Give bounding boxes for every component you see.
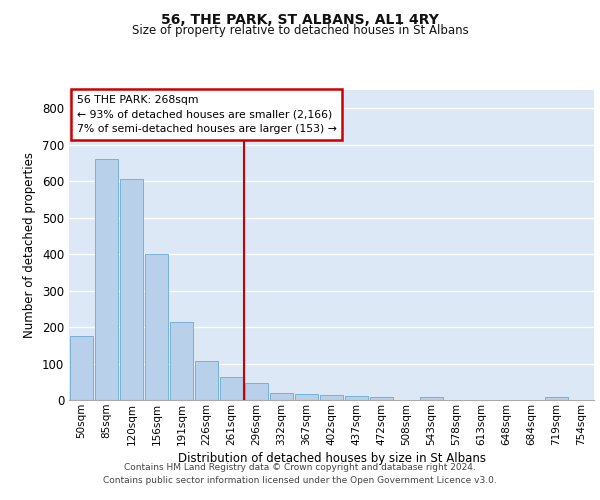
Bar — [370, 398, 393, 400]
Bar — [295, 394, 318, 400]
Bar — [245, 383, 268, 400]
Text: 56 THE PARK: 268sqm
← 93% of detached houses are smaller (2,166)
7% of semi-deta: 56 THE PARK: 268sqm ← 93% of detached ho… — [77, 94, 337, 134]
X-axis label: Distribution of detached houses by size in St Albans: Distribution of detached houses by size … — [178, 452, 485, 465]
Bar — [320, 394, 343, 400]
Bar — [170, 322, 193, 400]
Text: Size of property relative to detached houses in St Albans: Size of property relative to detached ho… — [131, 24, 469, 37]
Bar — [545, 398, 568, 400]
Bar — [195, 360, 218, 400]
Bar — [70, 336, 93, 400]
Text: Contains HM Land Registry data © Crown copyright and database right 2024.: Contains HM Land Registry data © Crown c… — [124, 464, 476, 472]
Bar — [95, 160, 118, 400]
Bar — [220, 377, 243, 400]
Bar — [120, 180, 143, 400]
Bar — [270, 392, 293, 400]
Y-axis label: Number of detached properties: Number of detached properties — [23, 152, 37, 338]
Bar — [420, 398, 443, 400]
Text: Contains public sector information licensed under the Open Government Licence v3: Contains public sector information licen… — [103, 476, 497, 485]
Bar — [145, 254, 168, 400]
Bar — [345, 396, 368, 400]
Text: 56, THE PARK, ST ALBANS, AL1 4RY: 56, THE PARK, ST ALBANS, AL1 4RY — [161, 12, 439, 26]
